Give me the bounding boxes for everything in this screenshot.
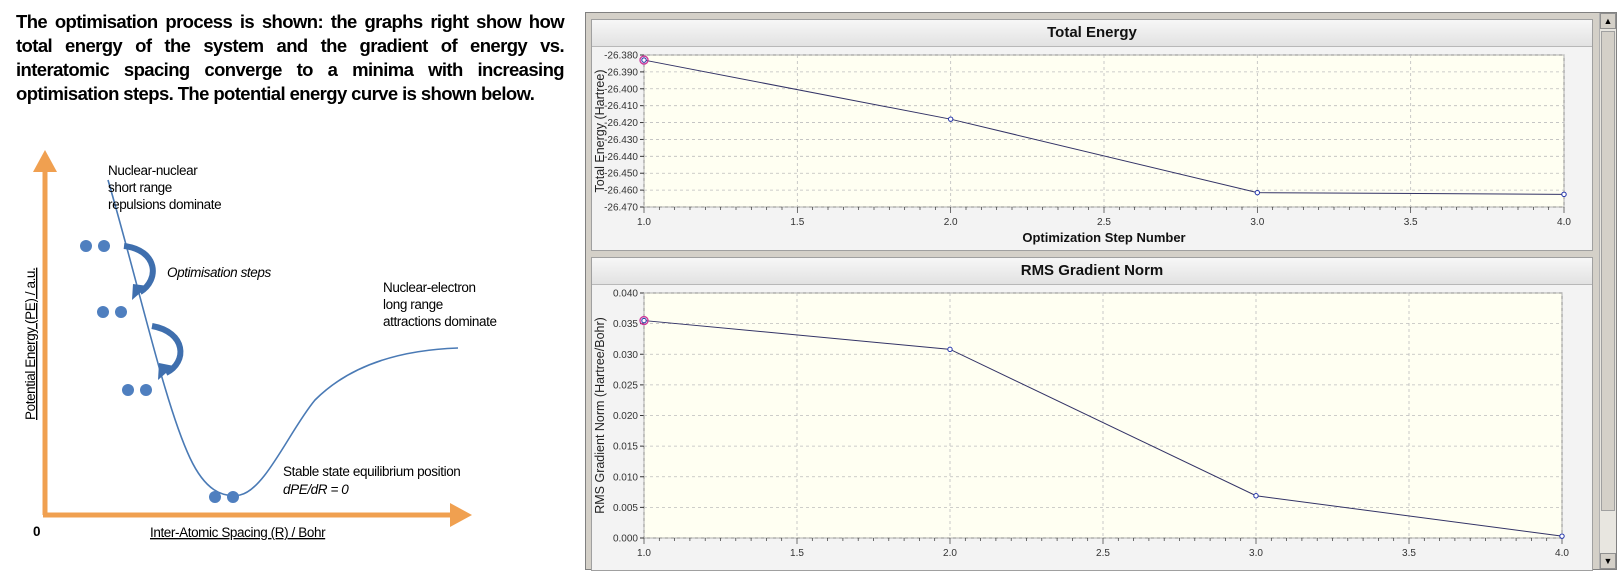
x-tick-label: 4.0 <box>1555 548 1569 559</box>
data-point <box>1559 533 1565 539</box>
x-tick-label: 1.0 <box>637 548 651 559</box>
data-point <box>947 116 954 122</box>
y-tick-label: -26.400 <box>604 84 638 95</box>
y-tick-label: -26.410 <box>604 101 638 112</box>
y-tick-label: 0.040 <box>613 289 638 300</box>
optimisation-steps-label: Optimisation steps <box>167 265 271 280</box>
y-tick-label: -26.450 <box>604 169 638 180</box>
y-tick-label: 0.020 <box>613 411 638 422</box>
attraction-label: Nuclear-electron long range attractions … <box>383 280 497 329</box>
x-tick-label: 4.0 <box>1557 217 1571 228</box>
y-tick-label: -26.390 <box>604 67 638 78</box>
data-point <box>1254 189 1261 196</box>
y-axis-arrow-icon <box>33 150 57 172</box>
total-energy-panel: Total Energy -26.380 -26.390 -26.400 -26.41… <box>591 19 1593 251</box>
atom-pair-3 <box>122 384 152 396</box>
x-tick-label: 1.0 <box>637 217 651 228</box>
x-axis-arrow-icon <box>450 503 472 527</box>
x-tick-label: 3.5 <box>1404 217 1418 228</box>
y-tick-label: -26.420 <box>604 118 638 129</box>
x-tick-label: 2.5 <box>1096 548 1110 559</box>
chart-title: Total Energy <box>592 20 1592 47</box>
y-tick-label: 0.030 <box>613 350 638 361</box>
y-tick-label: -26.440 <box>604 152 638 163</box>
intro-paragraph: The optimisation process is shown: the g… <box>16 11 565 104</box>
scroll-down-icon[interactable]: ▼ <box>1600 553 1616 569</box>
y-tick-label: 0.035 <box>613 319 638 330</box>
x-tick-label: 3.0 <box>1249 548 1263 559</box>
y-tick-label: -26.470 <box>604 203 638 214</box>
y-axis-label: RMS Gradient Norm (Hartree/Bohr) <box>593 317 607 514</box>
y-tick-label: 0.010 <box>613 472 638 483</box>
y-tick-label: -26.380 <box>604 51 638 62</box>
scroll-up-icon[interactable]: ▲ <box>1600 13 1616 29</box>
x-tick-label: 2.0 <box>944 217 958 228</box>
y-tick-label: 0.005 <box>613 503 638 514</box>
y-tick-label: 0.015 <box>613 442 638 453</box>
rms-gradient-panel: RMS Gradient Norm 0.040 0.035 0.030 0.025 0.… <box>591 257 1593 571</box>
x-axis-title: Inter-Atomic Spacing (R) / Bohr <box>150 525 326 540</box>
origin-label: 0 <box>33 524 40 539</box>
atom-pair-2 <box>97 306 127 318</box>
rms-gradient-chart[interactable]: 0.040 0.035 0.030 0.025 0.020 0.015 0.010 0.005… <box>592 285 1592 570</box>
repulsion-label: Nuclear-nuclear short range repulsions d… <box>108 163 221 212</box>
atom-pair-4 <box>209 491 239 503</box>
chart-title: RMS Gradient Norm <box>592 258 1592 285</box>
data-point <box>1253 493 1259 499</box>
chart-window: Total Energy -26.380 -26.390 -26.400 -26.41… <box>585 12 1617 571</box>
selected-point-marker <box>639 315 649 326</box>
y-axis-title: Potential Energy (PE) / a.u. <box>23 268 38 420</box>
plot-area <box>643 54 1565 208</box>
equilibrium-formula: dPE/dR = 0 <box>283 482 349 497</box>
curved-arrow-icon <box>151 323 184 380</box>
y-tick-label: 0.000 <box>613 534 638 545</box>
y-tick-label: 0.025 <box>613 380 638 391</box>
potential-energy-curve <box>107 179 459 497</box>
series-line <box>643 320 1563 537</box>
x-tick-label: 1.5 <box>790 217 804 228</box>
x-tick-label: 2.5 <box>1097 217 1111 228</box>
x-tick-label: 3.0 <box>1250 217 1264 228</box>
x-tick-label: 2.0 <box>943 548 957 559</box>
vertical-scrollbar[interactable]: ▲ ▼ <box>1599 13 1616 569</box>
data-point <box>1561 191 1567 198</box>
atom-pair-1 <box>80 240 110 252</box>
data-point <box>641 317 647 324</box>
potential-energy-diagram: Nuclear-nuclear short range repulsions d… <box>23 150 497 540</box>
x-axis-label: Optimization Step Number <box>1022 230 1185 245</box>
data-point <box>947 346 953 353</box>
y-tick-label: -26.460 <box>604 186 638 197</box>
curved-arrow-icon <box>123 243 156 300</box>
scroll-thumb[interactable] <box>1601 31 1615 511</box>
x-tick-label: 1.5 <box>790 548 804 559</box>
selected-point-marker <box>639 55 649 65</box>
series-line <box>643 59 1565 195</box>
y-tick-label: -26.430 <box>604 135 638 146</box>
x-tick-label: 3.5 <box>1402 548 1416 559</box>
equilibrium-label: Stable state equilibrium position <box>283 464 460 479</box>
total-energy-chart[interactable]: -26.380 -26.390 -26.400 -26.410 -26.420 -26.4… <box>592 47 1592 250</box>
data-point <box>641 57 647 63</box>
y-axis-label: Total Energy (Hartree) <box>593 70 607 193</box>
